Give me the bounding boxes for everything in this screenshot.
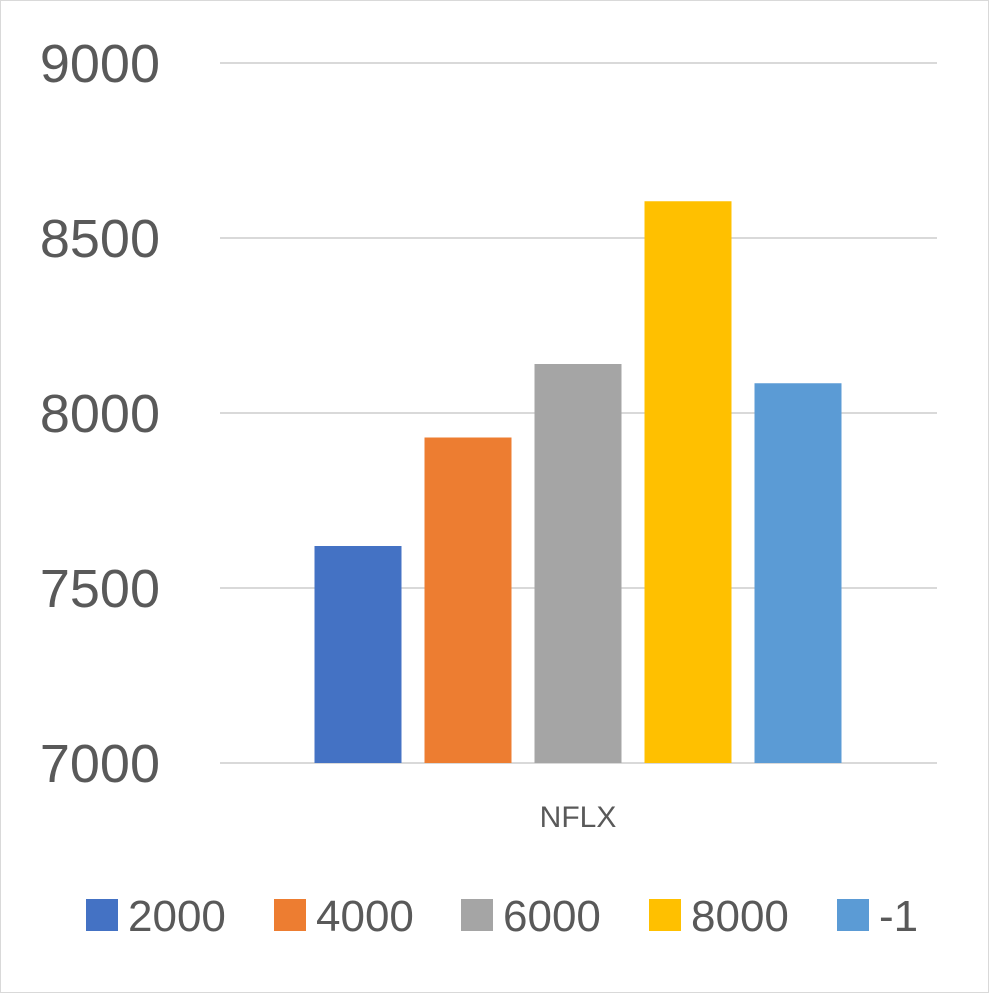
x-category-label: NFLX	[540, 801, 617, 834]
legend-swatch	[461, 899, 493, 931]
legend-label: 2000	[128, 892, 226, 941]
y-tick-label: 8500	[40, 209, 160, 269]
bar-2000	[314, 546, 402, 763]
y-tick-label: 9000	[40, 34, 160, 94]
legend-item-6000: 6000	[461, 892, 601, 941]
legend-swatch	[86, 899, 118, 931]
bar--1	[754, 383, 842, 763]
legend-item-4000: 4000	[274, 892, 414, 941]
legend-item-8000: 8000	[649, 892, 789, 941]
bar-8000	[644, 201, 732, 763]
y-tick-label: 8000	[40, 384, 160, 444]
y-axis-tick-labels: 7000 7500 8000 8500 9000	[40, 34, 160, 794]
legend-label: 6000	[503, 892, 601, 941]
y-tick-label: 7000	[40, 734, 160, 794]
legend-label: -1	[879, 892, 918, 941]
bars	[314, 201, 842, 763]
x-axis-category-labels: NFLX	[540, 801, 617, 834]
legend-label: 4000	[316, 892, 414, 941]
legend-swatch	[274, 899, 306, 931]
bar-4000	[424, 437, 512, 763]
legend: 2000 4000 6000 8000 -1	[86, 892, 918, 941]
legend-swatch	[837, 899, 869, 931]
legend-swatch	[649, 899, 681, 931]
y-tick-label: 7500	[40, 559, 160, 619]
legend-item-2000: 2000	[86, 892, 226, 941]
bar-6000	[534, 364, 622, 763]
legend-item--1: -1	[837, 892, 918, 941]
legend-label: 8000	[691, 892, 789, 941]
